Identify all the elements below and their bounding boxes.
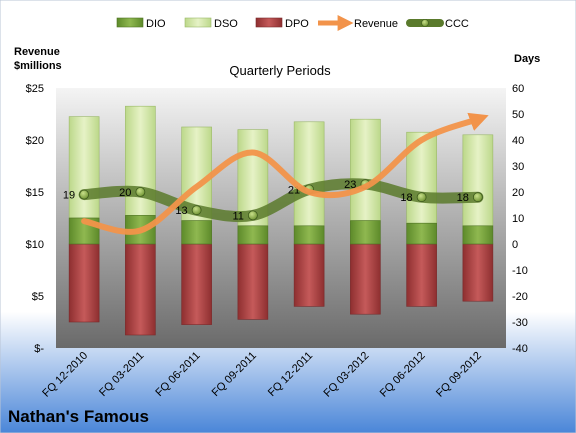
right-tick-label: -10 xyxy=(512,265,528,277)
dio-bar xyxy=(181,220,212,245)
right-tick-label: -40 xyxy=(512,343,528,355)
bars xyxy=(68,105,494,336)
ccc-point xyxy=(472,192,483,203)
ccc-point xyxy=(79,189,90,200)
ccc-data-label: 18 xyxy=(400,192,412,204)
left-tick-label: $25 xyxy=(26,83,44,95)
legend-label-revenue: Revenue xyxy=(354,18,398,30)
right-tick-label: 40 xyxy=(512,135,524,147)
legend-ccc-dot xyxy=(421,19,429,27)
dpo-bar xyxy=(125,243,156,336)
dio-bar xyxy=(293,225,325,245)
ccc-point xyxy=(135,187,146,197)
dio-bar xyxy=(406,222,437,245)
left-tick-label: $15 xyxy=(26,187,44,199)
right-tick-label: 50 xyxy=(512,109,524,121)
ccc-line xyxy=(78,178,484,223)
right-tick-label: 20 xyxy=(512,187,524,199)
ccc-data-label: 18 xyxy=(457,192,469,204)
legend-swatch-dpo xyxy=(255,17,283,28)
dso-bar xyxy=(462,134,494,227)
left-tick-label: $20 xyxy=(26,135,44,147)
dpo-bar xyxy=(68,243,100,323)
legend-label-dio: DIO xyxy=(146,18,166,30)
legend-swatch-dio xyxy=(116,17,144,28)
right-tick-label: 0 xyxy=(512,239,518,251)
dpo-bar xyxy=(293,243,325,307)
revenue-line xyxy=(81,112,489,235)
legend-swatch-dso xyxy=(184,17,212,28)
legend-label-dpo: DPO xyxy=(285,18,309,30)
dso-bar xyxy=(293,121,325,227)
dpo-bar xyxy=(406,243,437,307)
right-tick-label: -20 xyxy=(512,291,528,303)
left-tick-label: $5 xyxy=(32,291,44,303)
dio-bar xyxy=(462,225,494,245)
dio-bar xyxy=(350,220,381,245)
right-tick-label: 60 xyxy=(512,83,524,95)
chart-title: Quarterly Periods xyxy=(229,63,331,78)
left-tick-label: $10 xyxy=(26,239,44,251)
left-tick-label: $- xyxy=(34,343,44,355)
ccc-point xyxy=(416,192,427,203)
right-tick-label: 30 xyxy=(512,161,524,173)
left-axis-label-line1: Revenue xyxy=(14,46,60,58)
right-tick-label: 10 xyxy=(512,213,524,225)
left-axis-label-line2: $millions xyxy=(14,60,62,72)
legend-label-dso: DSO xyxy=(214,18,238,30)
ccc-data-label: 19 xyxy=(63,190,75,202)
left-axis-ticks: $- $5 $10 $15 $20 $25 xyxy=(26,83,45,355)
plot-area xyxy=(56,88,506,348)
right-axis-ticks: -40 -30 -20 -10 0 10 20 30 40 50 60 xyxy=(512,83,528,355)
ccc-data-label: 23 xyxy=(344,179,356,191)
dpo-bar xyxy=(181,243,212,325)
dpo-bar xyxy=(350,243,381,315)
dio-bar xyxy=(237,225,269,245)
right-tick-label: -30 xyxy=(512,317,528,329)
legend: DIO DSO DPO Revenue CCC xyxy=(116,14,469,32)
dpo-bar xyxy=(462,243,494,302)
company-name: Nathan's Famous xyxy=(8,407,149,426)
dso-bar xyxy=(350,118,381,221)
right-axis-label: Days xyxy=(514,53,540,65)
ccc-data-label: 11 xyxy=(232,210,243,222)
dso-bar xyxy=(68,116,100,219)
ccc-point xyxy=(191,205,202,216)
ccc-data-label: 13 xyxy=(175,205,187,217)
ccc-point xyxy=(247,210,258,221)
legend-label-ccc: CCC xyxy=(445,18,469,30)
ccc-data-label: 20 xyxy=(119,187,131,199)
dpo-bar xyxy=(237,243,269,320)
